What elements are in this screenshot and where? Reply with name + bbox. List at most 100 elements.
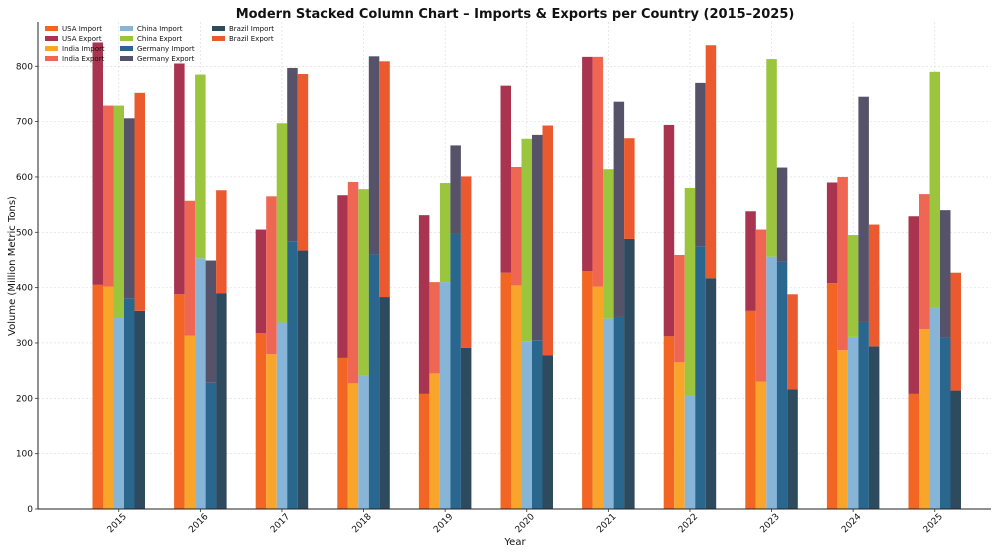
bar-usa-import-2019	[418, 393, 430, 509]
bar-china-export-2019	[439, 183, 451, 283]
bar-india-import-2024	[837, 350, 848, 509]
legend-label-germany-import: Germany Import	[137, 45, 195, 53]
bar-brazil-export-2018	[379, 61, 390, 298]
bar-brazil-import-2016	[216, 293, 227, 509]
bar-usa-import-2025	[908, 393, 919, 509]
bar-india-import-2022	[674, 362, 685, 509]
bar-germany-export-2016	[205, 260, 217, 383]
bar-brazil-export-2016	[216, 190, 227, 294]
bar-india-import-2016	[184, 335, 196, 509]
bars	[92, 42, 961, 509]
y-tick-label: 100	[16, 450, 33, 460]
bar-india-export-2025	[919, 194, 930, 330]
legend-swatch-brazil-import	[212, 26, 225, 31]
bar-china-import-2021	[603, 318, 614, 509]
bar-india-export-2019	[429, 282, 440, 374]
bar-india-import-2023	[755, 381, 767, 509]
y-tick-label: 600	[16, 173, 33, 183]
bar-china-export-2020	[521, 138, 532, 342]
bar-india-import-2020	[511, 285, 522, 509]
y-tick-label: 200	[16, 394, 33, 404]
bar-brazil-import-2025	[950, 390, 961, 509]
legend-label-india-import: India Import	[62, 45, 105, 53]
x-tick-label: 2024	[840, 512, 863, 535]
bar-germany-import-2022	[695, 246, 706, 509]
chart-title: Modern Stacked Column Chart – Imports & …	[236, 7, 795, 22]
legend-swatch-india-export	[45, 56, 58, 61]
bar-brazil-import-2024	[868, 346, 880, 509]
legend-swatch-brazil-export	[212, 36, 225, 41]
legend-label-brazil-import: Brazil Import	[229, 25, 274, 33]
bar-china-import-2025	[929, 307, 940, 509]
bar-germany-export-2019	[450, 145, 461, 234]
bar-usa-import-2018	[337, 357, 348, 509]
bar-germany-import-2021	[613, 316, 625, 509]
x-tick-label: 2023	[759, 512, 782, 535]
bar-usa-export-2024	[826, 182, 838, 284]
bar-usa-export-2022	[663, 124, 675, 337]
legend-swatch-germany-import	[120, 46, 133, 51]
bar-india-export-2023	[755, 229, 767, 382]
y-tick-label: 400	[16, 284, 33, 294]
bar-usa-export-2023	[745, 211, 756, 311]
y-axis-label: Volume (Million Metric Tons)	[7, 196, 18, 336]
bar-india-import-2019	[429, 373, 440, 509]
bar-brazil-import-2022	[705, 278, 717, 509]
bar-india-export-2015	[103, 105, 114, 287]
legend-swatch-india-import	[45, 46, 58, 51]
bar-india-export-2022	[674, 254, 685, 363]
bar-india-import-2015	[103, 286, 114, 509]
bar-brazil-export-2019	[460, 176, 472, 348]
bar-china-export-2015	[113, 105, 124, 318]
bar-india-export-2021	[592, 56, 604, 287]
bar-india-import-2025	[919, 329, 930, 509]
bar-china-import-2019	[439, 282, 451, 509]
bar-usa-import-2024	[826, 283, 838, 509]
bar-usa-import-2020	[500, 272, 511, 509]
bar-china-import-2018	[358, 375, 369, 509]
bar-india-export-2020	[511, 166, 522, 286]
legend-label-brazil-export: Brazil Export	[229, 35, 274, 43]
y-tick-label: 500	[16, 228, 33, 238]
bar-germany-import-2015	[124, 298, 135, 509]
legend-label-usa-export: USA Export	[62, 35, 102, 43]
bar-china-export-2024	[847, 235, 859, 337]
bar-brazil-export-2022	[705, 45, 717, 279]
legend-label-china-export: China Export	[137, 35, 182, 43]
bar-usa-import-2017	[255, 333, 267, 509]
legend-swatch-usa-import	[45, 26, 58, 31]
bar-china-export-2025	[929, 71, 940, 308]
bar-usa-export-2015	[92, 42, 103, 285]
legend-swatch-china-export	[120, 36, 133, 41]
bar-usa-export-2018	[337, 195, 348, 358]
bar-brazil-import-2018	[379, 297, 390, 509]
legend-swatch-usa-export	[45, 36, 58, 41]
bar-china-export-2022	[684, 188, 696, 396]
bar-brazil-import-2019	[460, 347, 472, 509]
bar-usa-import-2021	[582, 271, 593, 509]
bar-china-import-2015	[113, 317, 124, 509]
legend: USA Import USA Export India Import India Ex…	[45, 25, 274, 63]
x-tick-label: 2025	[922, 512, 945, 535]
bar-india-import-2021	[592, 286, 604, 509]
bar-china-import-2023	[766, 256, 777, 509]
bar-germany-export-2015	[124, 118, 135, 299]
legend-label-china-import: China Import	[137, 25, 183, 33]
bar-brazil-export-2021	[624, 138, 635, 239]
legend-label-usa-import: USA Import	[62, 25, 102, 33]
bar-usa-export-2019	[418, 215, 430, 394]
bar-china-export-2023	[766, 59, 777, 257]
bar-usa-import-2023	[745, 310, 756, 509]
bar-brazil-export-2024	[868, 224, 880, 347]
bar-brazil-export-2015	[134, 92, 145, 311]
bar-germany-import-2025	[940, 337, 951, 509]
x-tick-label: 2019	[432, 512, 455, 535]
bar-germany-export-2021	[613, 101, 625, 317]
bar-china-export-2017	[276, 123, 288, 323]
y-tick-label: 300	[16, 339, 33, 349]
bar-china-import-2022	[684, 395, 696, 509]
legend-label-india-export: India Export	[62, 55, 105, 63]
bar-germany-import-2024	[858, 321, 869, 509]
bar-usa-export-2016	[174, 63, 185, 295]
